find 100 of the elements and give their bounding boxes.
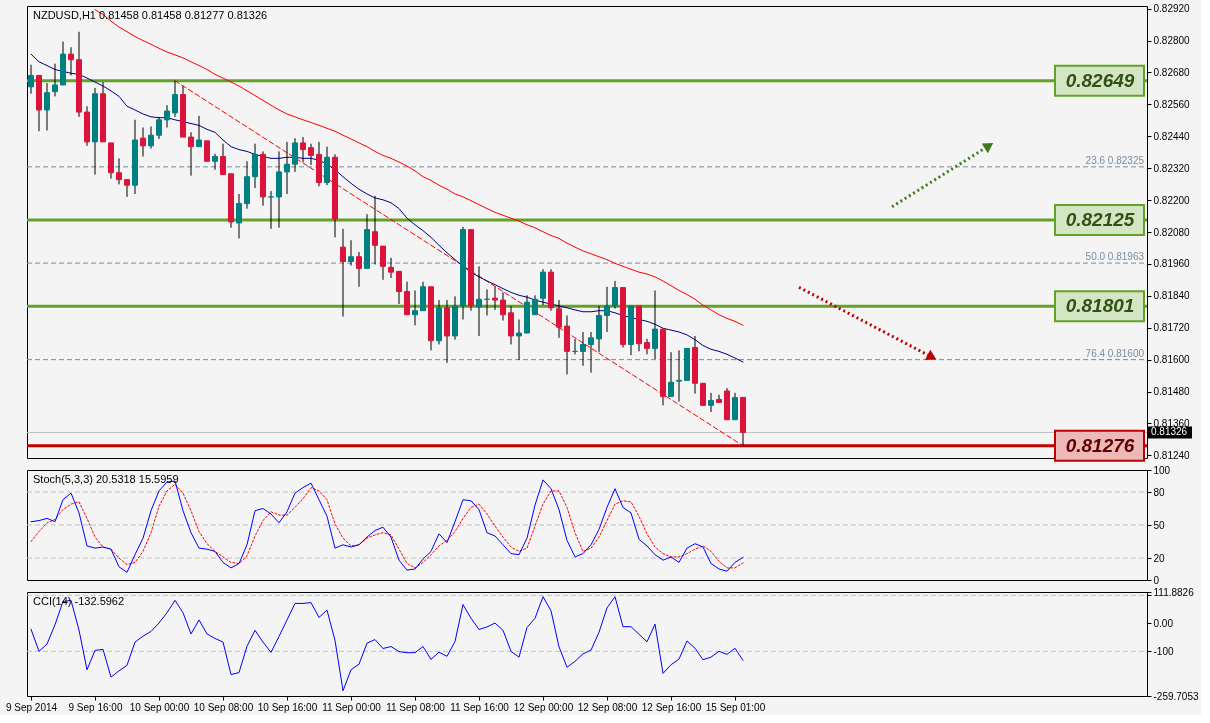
candlestick (52, 63, 58, 97)
candlestick (356, 251, 362, 288)
candlestick (404, 281, 410, 316)
y-tick-label: 0.81240 (1153, 449, 1191, 461)
candlestick (116, 157, 122, 185)
candlestick (596, 305, 602, 353)
y-tick-label: 0.82800 (1153, 35, 1191, 47)
x-tick-label: 11 Sep 00:00 (322, 701, 382, 713)
y-tick-label: 111.8826 (1153, 586, 1195, 598)
candlestick (708, 392, 714, 413)
chart-title: CCI(14) -132.5962 (33, 595, 125, 607)
candlestick (204, 140, 210, 162)
candlestick (380, 245, 386, 281)
candlestick (140, 127, 146, 157)
candlestick (388, 257, 394, 279)
candlestick (732, 392, 738, 421)
candlestick (220, 143, 226, 176)
candlestick (412, 289, 418, 326)
candlestick (236, 193, 242, 239)
line-series (94, 9, 744, 326)
candlestick (588, 331, 594, 374)
candlestick (668, 351, 674, 398)
candlestick (164, 104, 170, 129)
candlestick (340, 228, 346, 318)
x-tick-label: 12 Sep 08:00 (577, 701, 638, 713)
ref-line-label: 0.81326 (1151, 426, 1188, 438)
ref-line-label: 50.0 0.81963 (1085, 251, 1145, 263)
y-tick-label: 0.82200 (1153, 194, 1191, 206)
x-tick-label: 10 Sep 16:00 (257, 701, 318, 713)
candlestick (148, 125, 154, 150)
x-tick-label: 12 Sep 00:00 (513, 701, 574, 713)
y-tick-label: 20 (1153, 552, 1166, 564)
y-tick-label: 50 (1153, 519, 1166, 531)
y-tick-label: 0.81600 (1153, 354, 1191, 366)
y-tick-label: 100 (1153, 464, 1171, 476)
y-tick-label: 0.00 (1153, 617, 1174, 629)
candlestick (604, 286, 610, 333)
y-tick-label: 0.81480 (1153, 386, 1191, 398)
candlestick (268, 190, 274, 230)
candlestick (612, 280, 618, 310)
y-tick-label: 0.82920 (1153, 3, 1191, 15)
line-series (30, 596, 744, 692)
ref-line-label: 0.82125 (1065, 209, 1135, 231)
ref-line-label: 0.81801 (1065, 295, 1135, 317)
y-tick-label: 0.82440 (1153, 130, 1191, 142)
candlestick (292, 137, 298, 173)
ref-line-label: 0.82649 (1065, 69, 1135, 91)
candlestick (676, 349, 682, 403)
x-tick-label: 9 Sep 2014 (5, 701, 58, 713)
x-tick-label: 11 Sep 16:00 (450, 701, 510, 713)
candlestick (172, 80, 178, 118)
x-tick-label: 9 Sep 16:00 (68, 701, 123, 713)
candlestick (492, 286, 498, 311)
candlestick (252, 143, 258, 189)
y-tick-label: -259.7053 (1153, 690, 1199, 702)
y-tick-label: 0.82680 (1153, 66, 1191, 78)
candlestick (476, 265, 482, 337)
candlestick (68, 46, 74, 76)
ref-line-label: 76.4 0.81600 (1085, 347, 1145, 359)
candlestick (420, 281, 426, 312)
candlestick (700, 382, 706, 406)
candlestick (196, 115, 202, 148)
x-tick-label: 12 Sep 16:00 (641, 701, 702, 713)
candlestick (188, 131, 194, 177)
x-tick-label: 11 Sep 08:00 (386, 701, 446, 713)
candlestick (396, 270, 402, 305)
candlestick (348, 239, 354, 266)
candlestick (284, 141, 290, 195)
y-tick-label: 0 (1153, 574, 1160, 586)
candlestick (300, 136, 306, 163)
line-series (30, 53, 744, 363)
y-tick-label: 0.82560 (1153, 98, 1191, 110)
ref-line-label: 23.6 0.82325 (1085, 154, 1145, 166)
candlestick (652, 289, 658, 360)
candlestick (580, 331, 586, 367)
y-tick-label: 0.82320 (1153, 162, 1191, 174)
candlestick (516, 318, 522, 361)
y-tick-label: 80 (1153, 486, 1166, 498)
y-tick-label: 0.81840 (1153, 290, 1191, 302)
x-tick-label: 10 Sep 08:00 (193, 701, 254, 713)
y-tick-label: 0.81360 (1153, 417, 1191, 429)
candlestick (44, 82, 50, 131)
candlestick (500, 291, 506, 322)
candlestick (716, 394, 722, 403)
candlestick (508, 305, 514, 345)
candlestick (124, 179, 130, 198)
candlestick (372, 195, 378, 265)
candlestick (212, 153, 218, 171)
chart-title: Stoch(5,3,3) 20.5318 15.5959 (33, 473, 179, 485)
x-tick-label: 15 Sep 01:00 (705, 701, 766, 713)
candlestick (644, 338, 650, 355)
candlestick (556, 299, 562, 339)
candlestick (532, 294, 538, 316)
ref-line-label: 0.81276 (1065, 434, 1135, 456)
y-tick-label: -100 (1153, 645, 1174, 657)
x-tick-label: 10 Sep 00:00 (129, 701, 190, 713)
y-tick-label: 0.81960 (1153, 258, 1191, 270)
candlestick (308, 143, 314, 166)
y-tick-label: 0.82080 (1153, 226, 1191, 238)
y-tick-label: 0.81720 (1153, 322, 1191, 334)
